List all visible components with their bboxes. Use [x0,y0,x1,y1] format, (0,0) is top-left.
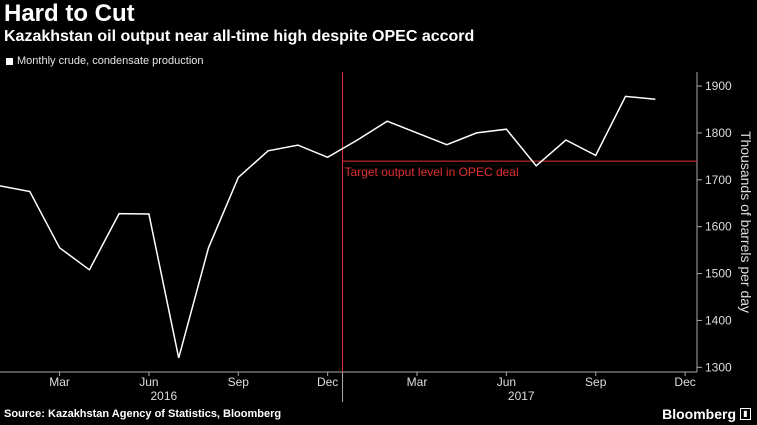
x-tick-label: Mar [407,375,428,389]
year-label: 2016 [150,389,177,403]
x-tick-label: Sep [585,375,607,389]
x-tick-label: Dec [317,375,338,389]
brand-name: Bloomberg [662,406,736,422]
legend: Monthly crude, condensate production [6,55,204,67]
year-label: 2017 [508,389,535,403]
x-tick-label: Dec [674,375,695,389]
legend-swatch [6,57,13,65]
x-tick-label: Jun [139,375,158,389]
legend-label: Monthly crude, condensate production [17,55,204,67]
y-tick-label: 1700 [705,173,732,187]
x-tick-label: Jun [497,375,516,389]
production-line [0,95,656,359]
y-axis-label: Thousands of barrels per day [738,131,754,313]
y-tick-label: 1600 [705,220,732,234]
chart-subtitle: Kazakhstan oil output near all-time high… [4,28,475,45]
y-tick-label: 1300 [705,360,732,374]
y-tick-label: 1900 [705,79,732,93]
x-tick-label: Sep [228,375,250,389]
y-tick-label: 1800 [705,126,732,140]
y-tick-label: 1400 [705,313,732,327]
bloomberg-icon: ▮ [740,408,751,420]
brand-logo: Bloomberg ▮ [662,406,751,422]
source-note: Source: Kazakhstan Agency of Statistics,… [4,408,282,420]
chart-title: Hard to Cut [4,0,135,27]
y-tick-label: 1500 [705,267,732,281]
x-tick-label: Mar [49,375,70,389]
target-level-label: Target output level in OPEC deal [345,165,519,179]
